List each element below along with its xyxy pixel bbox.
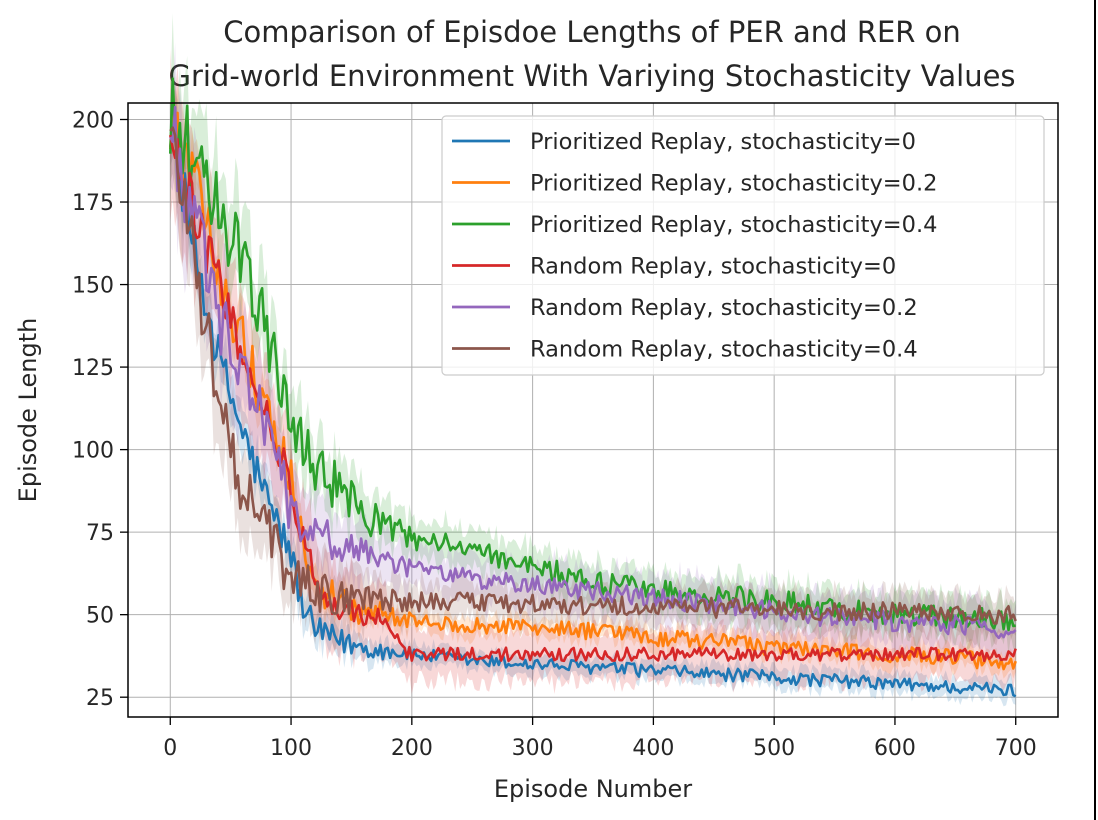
x-tick-label: 700 <box>995 736 1037 761</box>
legend: Prioritized Replay, stochasticity=0 Prior… <box>441 115 1045 376</box>
chart-title-line-1: Comparison of Episdoe Lengths of PER and… <box>223 15 961 49</box>
chart-title-line-2: Grid-world Environment With Variying Sto… <box>168 59 1015 93</box>
window-edge-line <box>1094 0 1096 820</box>
series-band <box>170 42 1016 664</box>
y-tick-label: 150 <box>72 274 114 299</box>
legend-label: Prioritized Replay, stochasticity=0.4 <box>530 212 937 238</box>
x-axis-label: Episode Number <box>494 775 692 803</box>
legend-entries: Prioritized Replay, stochasticity=0 Prior… <box>452 129 937 363</box>
series-band <box>170 76 1016 654</box>
y-tick-label: 200 <box>72 109 114 134</box>
legend-box <box>441 115 1045 376</box>
y-tick-label: 75 <box>86 521 114 546</box>
axis-ticks: 0 100 200 300 400 500 600 700 25 50 75 100 125 150 175… <box>72 109 1037 761</box>
series-line <box>169 126 1017 625</box>
x-tick-label: 400 <box>632 736 674 761</box>
legend-label: Prioritized Replay, stochasticity=0 <box>530 129 916 155</box>
legend-label: Random Replay, stochasticity=0.2 <box>530 295 918 321</box>
plot-frame <box>127 102 1059 718</box>
x-tick-label: 0 <box>163 736 177 761</box>
legend-label: Random Replay, stochasticity=0.4 <box>530 337 918 363</box>
x-tick-label: 600 <box>874 736 916 761</box>
y-tick-label: 100 <box>72 439 114 464</box>
y-tick-label: 50 <box>86 604 114 629</box>
confidence-bands <box>170 13 1016 707</box>
legend-label: Random Replay, stochasticity=0 <box>530 254 896 280</box>
y-tick-label: 175 <box>72 191 114 216</box>
y-axis-label: Episode Length <box>14 318 42 503</box>
series-line <box>169 134 1017 663</box>
x-tick-label: 100 <box>270 736 312 761</box>
y-tick-label: 125 <box>72 356 114 381</box>
series-band <box>170 49 1016 694</box>
y-tick-label: 25 <box>86 686 114 711</box>
x-tick-label: 200 <box>391 736 433 761</box>
x-tick-label: 500 <box>753 736 795 761</box>
legend-label: Prioritized Replay, stochasticity=0.2 <box>530 171 937 197</box>
x-tick-label: 300 <box>512 736 554 761</box>
series-line <box>169 121 1017 698</box>
series-lines <box>169 77 1017 698</box>
series-line <box>169 105 1017 640</box>
